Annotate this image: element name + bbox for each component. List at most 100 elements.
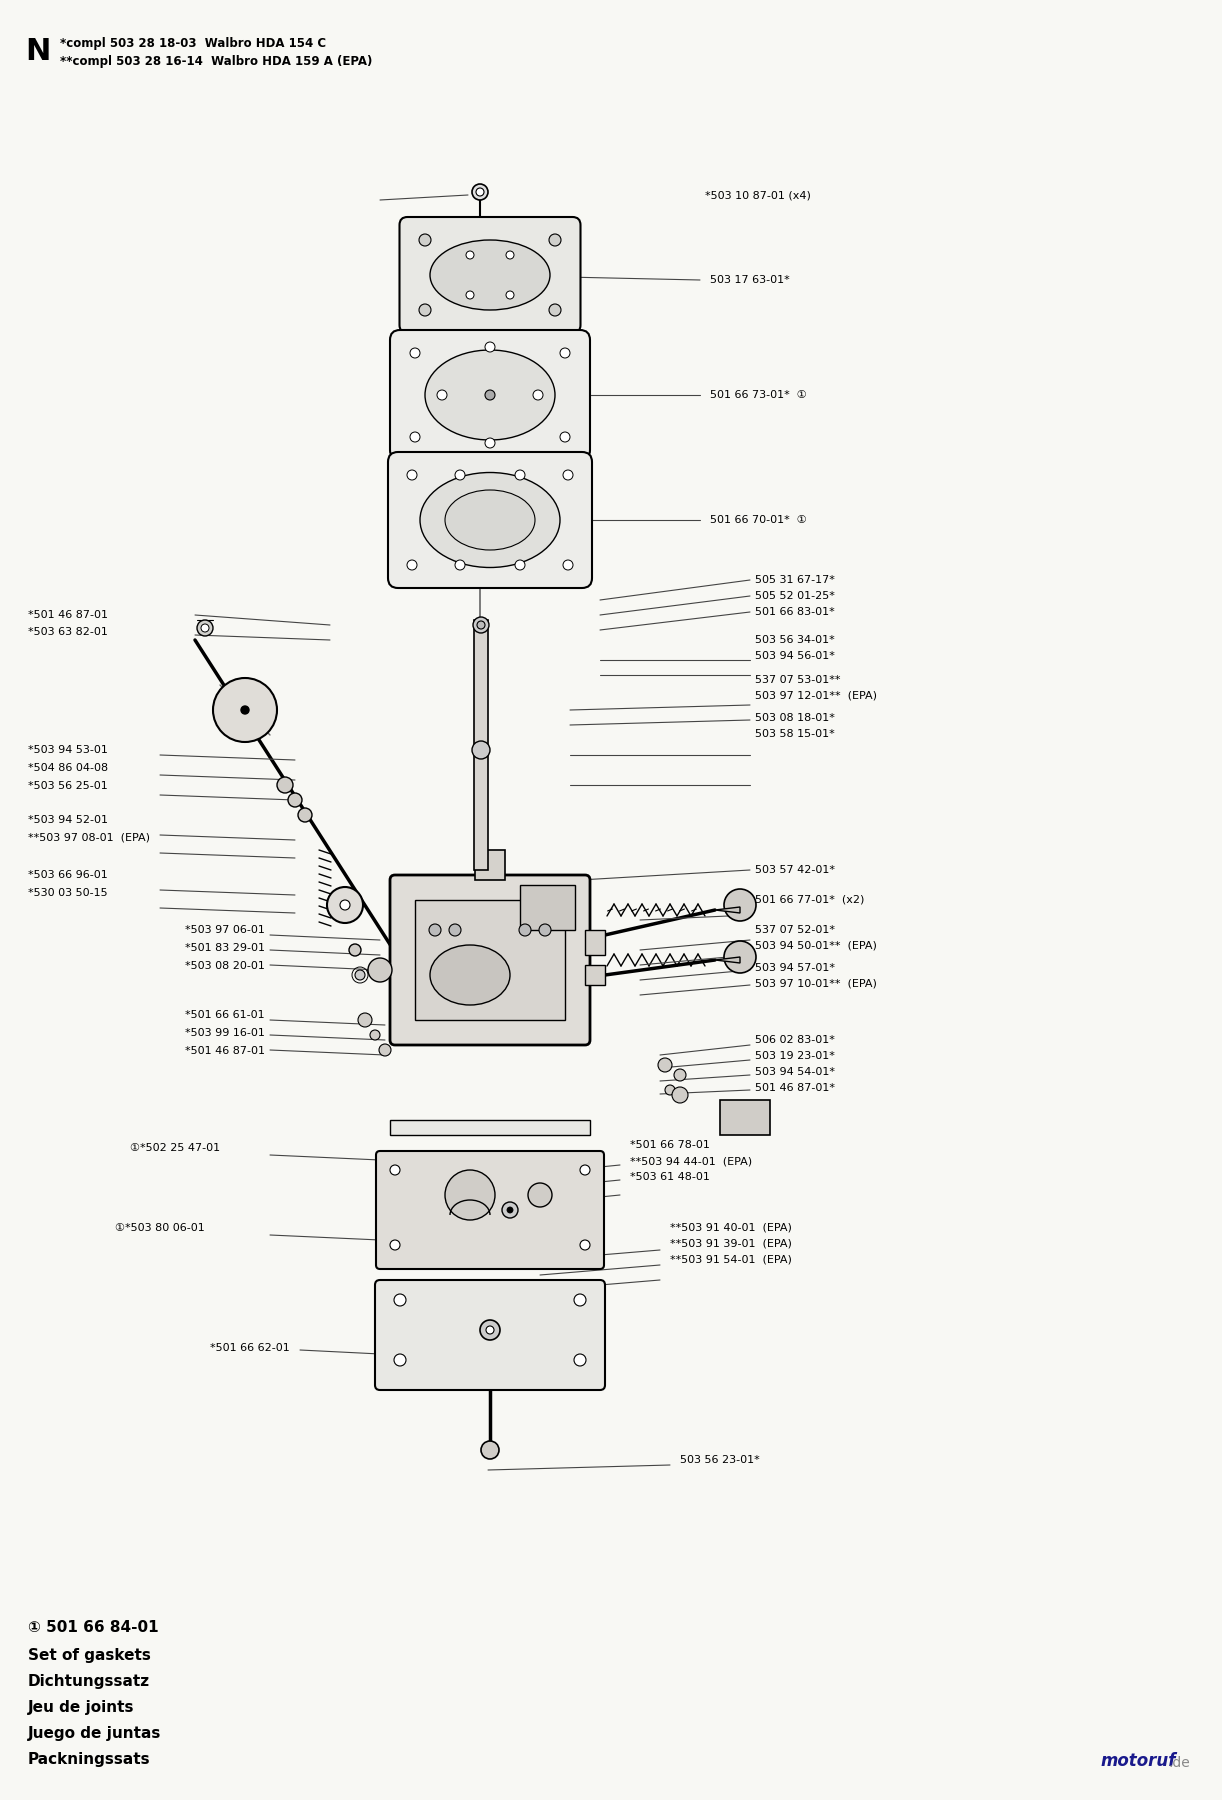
- Circle shape: [455, 470, 466, 481]
- Text: *501 66 78-01: *501 66 78-01: [631, 1139, 710, 1150]
- Circle shape: [502, 1202, 518, 1219]
- Circle shape: [445, 1170, 495, 1220]
- Text: 503 94 57-01*: 503 94 57-01*: [755, 963, 835, 974]
- Circle shape: [574, 1354, 587, 1366]
- Circle shape: [723, 889, 756, 922]
- Circle shape: [477, 621, 485, 628]
- Circle shape: [514, 560, 525, 571]
- Text: 501 66 83-01*: 501 66 83-01*: [755, 607, 835, 617]
- Bar: [415, 900, 565, 1021]
- Bar: [390, 1120, 590, 1136]
- Circle shape: [288, 794, 302, 806]
- Text: Jeu de joints: Jeu de joints: [28, 1699, 134, 1715]
- Circle shape: [407, 560, 417, 571]
- Circle shape: [485, 437, 495, 448]
- Text: 503 56 23-01*: 503 56 23-01*: [679, 1454, 760, 1465]
- FancyBboxPatch shape: [389, 452, 591, 589]
- Text: **503 91 39-01  (EPA): **503 91 39-01 (EPA): [670, 1238, 792, 1249]
- Text: *501 46 87-01: *501 46 87-01: [185, 1046, 265, 1057]
- Circle shape: [429, 923, 441, 936]
- Circle shape: [472, 742, 490, 760]
- Circle shape: [327, 887, 363, 923]
- Circle shape: [723, 941, 756, 974]
- FancyBboxPatch shape: [390, 329, 590, 461]
- Circle shape: [560, 347, 569, 358]
- Circle shape: [379, 1044, 391, 1057]
- Text: 503 97 10-01**  (EPA): 503 97 10-01** (EPA): [755, 979, 877, 988]
- Text: *503 94 52-01: *503 94 52-01: [28, 815, 108, 824]
- Ellipse shape: [430, 239, 550, 310]
- Bar: [585, 965, 605, 985]
- Circle shape: [665, 1085, 675, 1094]
- Text: 503 57 42-01*: 503 57 42-01*: [755, 866, 835, 875]
- Circle shape: [480, 1319, 500, 1339]
- Circle shape: [340, 900, 349, 911]
- Text: 501 66 77-01*  (x2): 501 66 77-01* (x2): [755, 895, 864, 905]
- Text: 506 02 83-01*: 506 02 83-01*: [755, 1035, 835, 1046]
- Polygon shape: [715, 958, 741, 963]
- Circle shape: [514, 470, 525, 481]
- Circle shape: [390, 1240, 400, 1249]
- Text: *503 61 48-01: *503 61 48-01: [631, 1172, 710, 1183]
- Text: motoruf: motoruf: [1100, 1751, 1176, 1769]
- Text: ①*502 25 47-01: ①*502 25 47-01: [130, 1143, 220, 1154]
- Circle shape: [411, 347, 420, 358]
- Circle shape: [533, 391, 543, 400]
- Text: *503 97 06-01: *503 97 06-01: [185, 925, 265, 934]
- FancyBboxPatch shape: [376, 1150, 604, 1269]
- Text: **503 91 54-01  (EPA): **503 91 54-01 (EPA): [670, 1255, 792, 1265]
- Text: *504 86 04-08: *504 86 04-08: [28, 763, 108, 772]
- Circle shape: [368, 958, 392, 983]
- Circle shape: [580, 1240, 590, 1249]
- Circle shape: [560, 432, 569, 443]
- Circle shape: [574, 1294, 587, 1307]
- Text: *compl 503 28 18-03  Walbro HDA 154 C: *compl 503 28 18-03 Walbro HDA 154 C: [60, 38, 326, 50]
- Circle shape: [393, 1354, 406, 1366]
- Text: 503 94 56-01*: 503 94 56-01*: [755, 652, 835, 661]
- Text: ① 501 66 84-01: ① 501 66 84-01: [28, 1620, 159, 1634]
- Text: 503 56 34-01*: 503 56 34-01*: [755, 635, 835, 644]
- Circle shape: [477, 187, 484, 196]
- Circle shape: [549, 234, 561, 247]
- Circle shape: [528, 1183, 552, 1208]
- Ellipse shape: [420, 472, 560, 567]
- Bar: [474, 619, 488, 869]
- Circle shape: [481, 1442, 499, 1460]
- Circle shape: [485, 342, 495, 353]
- Text: 503 97 12-01**  (EPA): 503 97 12-01** (EPA): [755, 691, 877, 700]
- Circle shape: [393, 1294, 406, 1307]
- Circle shape: [506, 292, 514, 299]
- Circle shape: [200, 625, 209, 632]
- Text: **503 97 08-01  (EPA): **503 97 08-01 (EPA): [28, 833, 150, 842]
- Circle shape: [657, 1058, 672, 1073]
- Text: 503 94 50-01**  (EPA): 503 94 50-01** (EPA): [755, 941, 877, 950]
- Circle shape: [485, 391, 495, 400]
- Bar: [475, 850, 505, 880]
- Circle shape: [370, 1030, 380, 1040]
- Circle shape: [390, 1165, 400, 1175]
- Circle shape: [358, 1013, 371, 1028]
- Text: *501 66 61-01: *501 66 61-01: [185, 1010, 265, 1021]
- Circle shape: [455, 560, 466, 571]
- Text: 503 19 23-01*: 503 19 23-01*: [755, 1051, 835, 1060]
- Text: 501 66 70-01*  ①: 501 66 70-01* ①: [710, 515, 807, 526]
- Ellipse shape: [445, 490, 535, 551]
- Text: *501 83 29-01: *501 83 29-01: [185, 943, 265, 952]
- Text: *503 10 87-01 (x4): *503 10 87-01 (x4): [705, 191, 811, 200]
- Circle shape: [356, 970, 365, 979]
- Text: 501 66 73-01*  ①: 501 66 73-01* ①: [710, 391, 807, 400]
- Circle shape: [298, 808, 312, 823]
- Circle shape: [448, 923, 461, 936]
- Text: ①*503 80 06-01: ①*503 80 06-01: [115, 1222, 205, 1233]
- Ellipse shape: [430, 945, 510, 1004]
- Circle shape: [507, 1208, 513, 1213]
- Text: Packningssats: Packningssats: [28, 1751, 150, 1768]
- Polygon shape: [715, 907, 741, 913]
- Circle shape: [349, 943, 360, 956]
- Circle shape: [563, 470, 573, 481]
- Text: *501 46 87-01: *501 46 87-01: [28, 610, 108, 619]
- Circle shape: [519, 923, 532, 936]
- Text: 501 46 87-01*: 501 46 87-01*: [755, 1084, 835, 1093]
- Text: *503 99 16-01: *503 99 16-01: [185, 1028, 265, 1039]
- Text: *503 66 96-01: *503 66 96-01: [28, 869, 108, 880]
